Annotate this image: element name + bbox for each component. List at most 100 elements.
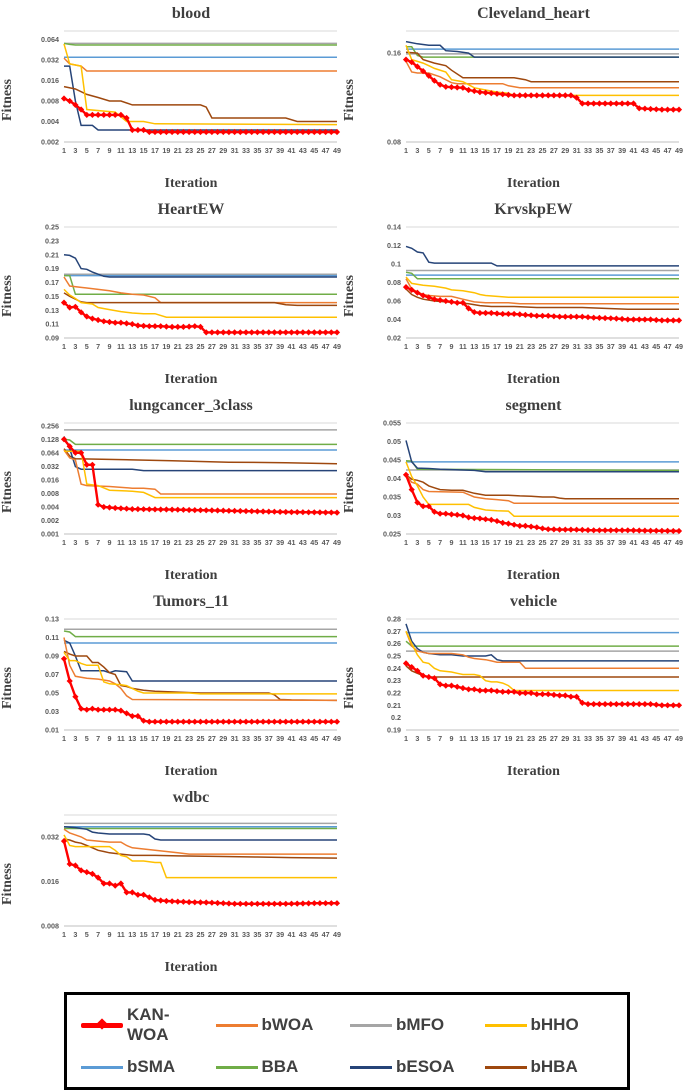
svg-text:35: 35 (595, 146, 603, 155)
svg-text:27: 27 (550, 538, 558, 547)
charts-grid: blood Fitness 0.002 0.004 0.008 0.016 0.032 0… (0, 0, 685, 975)
svg-text:1: 1 (62, 734, 66, 743)
svg-text:29: 29 (561, 342, 569, 351)
svg-text:0.26: 0.26 (387, 639, 401, 648)
svg-text:0.17: 0.17 (45, 278, 59, 287)
svg-text:43: 43 (299, 930, 307, 939)
svg-text:1: 1 (404, 538, 408, 547)
svg-text:43: 43 (299, 734, 307, 743)
svg-text:21: 21 (174, 146, 182, 155)
svg-text:1: 1 (62, 930, 66, 939)
svg-text:45: 45 (310, 342, 318, 351)
y-axis-label: Fitness (342, 275, 357, 317)
svg-text:0.032: 0.032 (41, 55, 59, 64)
svg-text:0.01: 0.01 (45, 726, 59, 735)
svg-text:27: 27 (208, 146, 216, 155)
svg-text:35: 35 (253, 146, 261, 155)
svg-text:0.008: 0.008 (41, 97, 59, 106)
svg-text:29: 29 (219, 538, 227, 547)
svg-text:11: 11 (459, 146, 467, 155)
svg-text:0.032: 0.032 (41, 462, 59, 471)
svg-text:5: 5 (85, 734, 89, 743)
legend-line-sample (484, 1023, 527, 1027)
chart-title: blood (171, 5, 211, 22)
svg-text:9: 9 (108, 146, 112, 155)
svg-text:25: 25 (539, 342, 547, 351)
svg-text:35: 35 (595, 342, 603, 351)
svg-text:17: 17 (493, 538, 501, 547)
svg-text:19: 19 (162, 538, 170, 547)
svg-text:1: 1 (62, 342, 66, 351)
svg-text:13: 13 (470, 342, 478, 351)
svg-text:29: 29 (219, 734, 227, 743)
svg-text:35: 35 (595, 734, 603, 743)
svg-text:3: 3 (415, 146, 419, 155)
svg-text:37: 37 (265, 930, 273, 939)
svg-text:19: 19 (162, 342, 170, 351)
svg-text:21: 21 (516, 146, 524, 155)
svg-text:0.21: 0.21 (387, 701, 401, 710)
svg-text:0.12: 0.12 (387, 241, 401, 250)
svg-text:49: 49 (675, 146, 683, 155)
svg-text:9: 9 (108, 342, 112, 351)
svg-text:5: 5 (427, 538, 431, 547)
svg-text:27: 27 (208, 734, 216, 743)
svg-text:29: 29 (219, 146, 227, 155)
svg-text:47: 47 (322, 146, 330, 155)
svg-text:0.04: 0.04 (387, 474, 401, 483)
y-axis-label: Fitness (342, 667, 357, 709)
svg-text:5: 5 (85, 342, 89, 351)
svg-text:0.14: 0.14 (387, 223, 401, 232)
svg-text:25: 25 (539, 146, 547, 155)
chart-blood: blood Fitness 0.002 0.004 0.008 0.016 0.032 0… (0, 0, 342, 196)
svg-text:7: 7 (438, 146, 442, 155)
svg-text:37: 37 (607, 146, 615, 155)
svg-text:0.045: 0.045 (383, 456, 401, 465)
svg-text:23: 23 (185, 146, 193, 155)
svg-text:0.05: 0.05 (45, 689, 59, 698)
svg-text:39: 39 (276, 734, 284, 743)
svg-text:13: 13 (128, 342, 136, 351)
svg-text:0.016: 0.016 (41, 476, 59, 485)
svg-text:7: 7 (438, 734, 442, 743)
legend-line-sample (215, 1023, 258, 1027)
svg-text:0.008: 0.008 (41, 489, 59, 498)
svg-text:21: 21 (174, 734, 182, 743)
svg-text:3: 3 (73, 930, 77, 939)
svg-text:43: 43 (641, 734, 649, 743)
svg-text:29: 29 (561, 734, 569, 743)
svg-text:37: 37 (265, 146, 273, 155)
svg-text:41: 41 (288, 146, 296, 155)
svg-text:13: 13 (128, 146, 136, 155)
svg-text:25: 25 (197, 538, 205, 547)
svg-text:15: 15 (140, 342, 148, 351)
legend-label: bHBA (530, 1057, 578, 1076)
svg-text:15: 15 (482, 538, 490, 547)
x-axis-label: Iteration (507, 372, 560, 387)
svg-text:7: 7 (96, 930, 100, 939)
svg-text:47: 47 (664, 734, 672, 743)
legend-label: bHHO (530, 1015, 579, 1034)
svg-text:0.08: 0.08 (387, 278, 401, 287)
chart-title: KrvskpEW (494, 201, 573, 218)
svg-text:23: 23 (185, 538, 193, 547)
y-axis-label: Fitness (0, 275, 15, 317)
plot-area: 0.080.161 3 5 7 9 11 13 15 17 19 21 23 25 27 29 31 33 35 3… (387, 30, 683, 155)
svg-text:7: 7 (96, 146, 100, 155)
svg-text:45: 45 (652, 146, 660, 155)
svg-text:49: 49 (675, 342, 683, 351)
legend-item-bwoa: bWOA (215, 1005, 345, 1045)
svg-text:37: 37 (265, 734, 273, 743)
svg-text:33: 33 (242, 538, 250, 547)
svg-text:9: 9 (450, 146, 454, 155)
legend-label: bESOA (396, 1057, 455, 1076)
legend: KAN-WOA bWOA bMFO bHHO bSMA BBA bESOA bH… (64, 992, 630, 1090)
svg-text:43: 43 (641, 538, 649, 547)
svg-text:19: 19 (162, 146, 170, 155)
svg-text:25: 25 (539, 734, 547, 743)
plot-area: 0.010.030.050.070.090.110.131 3 5 7 9 11 13 15 1… (45, 615, 341, 744)
svg-text:37: 37 (265, 342, 273, 351)
svg-text:0.08: 0.08 (387, 138, 401, 147)
chart-cleveland-heart: Cleveland_heart Fitness 0.08 0.16 1 3 5 7 9 11 1… (342, 0, 685, 196)
svg-text:37: 37 (607, 538, 615, 547)
